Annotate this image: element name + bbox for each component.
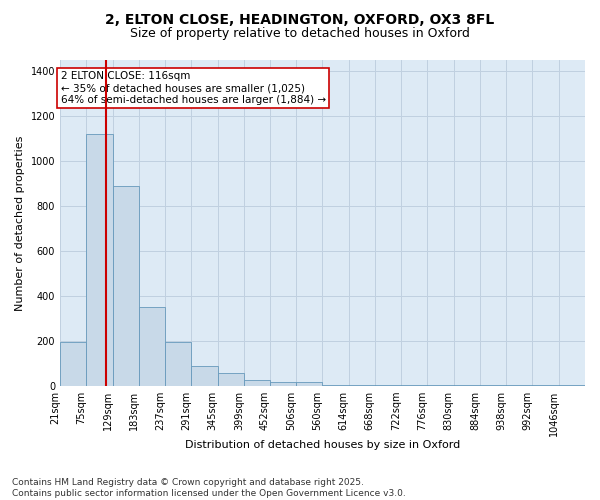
X-axis label: Distribution of detached houses by size in Oxford: Distribution of detached houses by size … (185, 440, 460, 450)
Text: 2, ELTON CLOSE, HEADINGTON, OXFORD, OX3 8FL: 2, ELTON CLOSE, HEADINGTON, OXFORD, OX3 … (106, 12, 494, 26)
Text: Size of property relative to detached houses in Oxford: Size of property relative to detached ho… (130, 28, 470, 40)
Bar (113, 186, 139, 386)
Bar (139, 307, 165, 386)
Bar (244, 380, 270, 386)
Bar (191, 366, 218, 386)
Bar (322, 384, 349, 386)
Text: 2 ELTON CLOSE: 116sqm
← 35% of detached houses are smaller (1,025)
64% of semi-d: 2 ELTON CLOSE: 116sqm ← 35% of detached … (61, 72, 326, 104)
Bar (296, 382, 322, 386)
Bar (86, 134, 113, 386)
Bar (270, 382, 296, 386)
Bar (218, 374, 244, 386)
Bar (165, 342, 191, 386)
Y-axis label: Number of detached properties: Number of detached properties (15, 135, 25, 310)
Text: Contains HM Land Registry data © Crown copyright and database right 2025.
Contai: Contains HM Land Registry data © Crown c… (12, 478, 406, 498)
Bar (60, 342, 86, 386)
